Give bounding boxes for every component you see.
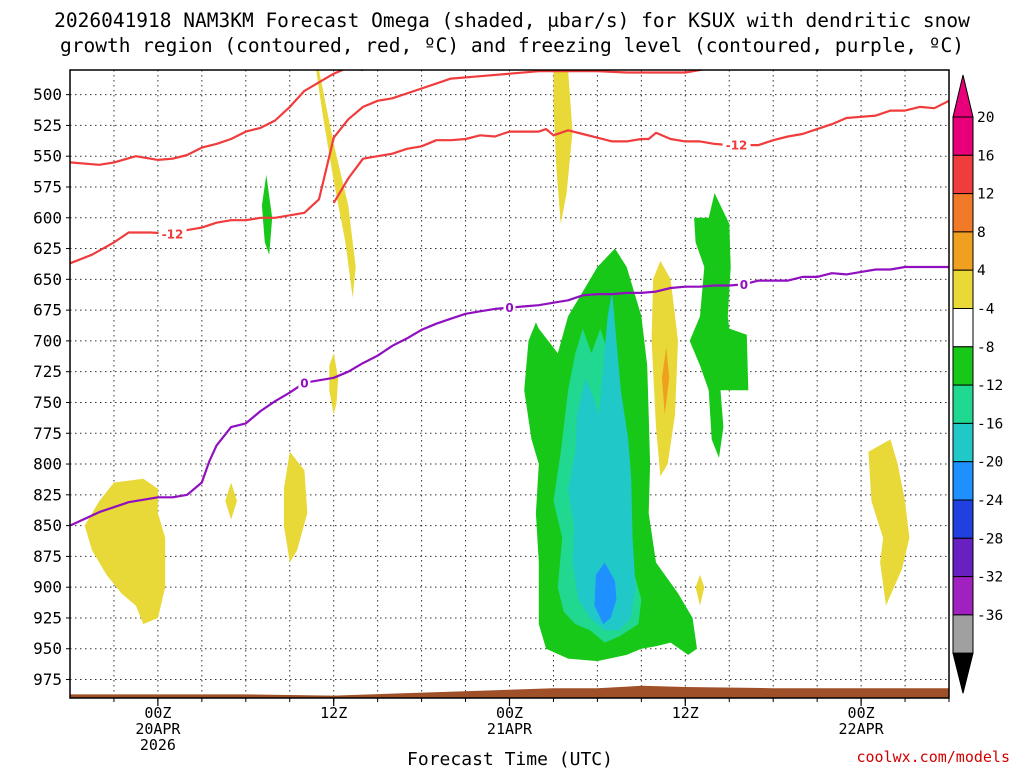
- colorbar-bin: [952, 193, 974, 233]
- omega-region-0: [84, 478, 166, 625]
- y-tick-label: 600: [33, 208, 62, 227]
- omega-region-15: [594, 562, 617, 625]
- freezing-label-0: 0: [300, 376, 308, 390]
- dgz-label-left-bg: [158, 226, 187, 241]
- y-tick-label: 775: [33, 424, 62, 443]
- omega-region-9: [868, 439, 910, 606]
- omega-region-1: [225, 482, 237, 520]
- colorbar-tick-label: 20: [977, 110, 994, 126]
- chart-title-line1: 2026041918 NAM3KM Forecast Omega (shaded…: [54, 9, 970, 32]
- y-tick-label: 975: [33, 670, 62, 689]
- x-tick-label: 12Z: [320, 704, 347, 722]
- x-axis-label: Forecast Time (UTC): [407, 749, 613, 768]
- colorbar-tick-label: -12: [977, 378, 1003, 394]
- y-tick-label: 650: [33, 270, 62, 289]
- colorbar-bin: [952, 269, 974, 310]
- freezing-label-1-bg: [503, 300, 516, 315]
- colorbar-tick-label: 12: [977, 187, 994, 203]
- omega-region-3: [329, 353, 339, 415]
- colorbar-bin: [952, 116, 974, 156]
- x-tick-label: 00Z: [144, 704, 171, 722]
- y-axis: 500 525 550 575 600 625 650 675 700 725 750 775 800 8…: [33, 85, 70, 689]
- omega-region-12: [689, 193, 749, 458]
- freezing-label-2-bg: [737, 277, 750, 292]
- y-tick-label: 575: [33, 177, 62, 196]
- colorbar-tick-label: 16: [977, 148, 994, 164]
- colorbar-tick-label: -16: [977, 416, 1003, 432]
- colorbar-top-arrow: [952, 74, 974, 118]
- dgz-label-right-bg: [722, 138, 751, 153]
- y-tick-label: 925: [33, 608, 62, 627]
- colorbar-tick-label: -32: [977, 570, 1003, 586]
- x-tick-label: 21APR: [487, 720, 533, 738]
- chart-title-line2: growth region (contoured, red, ºC) and f…: [60, 34, 964, 57]
- colorbar-bin: [952, 346, 974, 386]
- contour-labels: -12 -12 0 0 0: [158, 138, 751, 390]
- colorbar-bin: [952, 308, 974, 348]
- colorbar-bottom-arrow: [952, 652, 974, 694]
- freezing-label-2: 0: [740, 278, 748, 292]
- dgz-contour-line-2: [332, 99, 949, 204]
- y-tick-label: 950: [33, 639, 62, 658]
- colorbar-tick-label: -28: [977, 531, 1003, 547]
- colorbar-tick-label: 4: [977, 263, 986, 279]
- dgz-label-left: -12: [162, 227, 184, 241]
- y-tick-label: 550: [33, 147, 62, 166]
- omega-region-8: [695, 574, 705, 606]
- surface-terrain: [70, 685, 949, 698]
- plot-area-background: [70, 70, 949, 698]
- y-tick-label: 700: [33, 331, 62, 350]
- x-tick-label: 22APR: [839, 720, 885, 738]
- y-tick-label: 850: [33, 516, 62, 535]
- colorbar-bin: [952, 537, 974, 578]
- colorbar-tick-label: -8: [977, 340, 994, 356]
- y-tick-label: 800: [33, 455, 62, 474]
- y-tick-label: 500: [33, 85, 62, 104]
- colorbar-bin: [952, 231, 974, 271]
- x-tick-label: 20APR: [135, 720, 181, 738]
- omega-region-5: [553, 70, 573, 224]
- dgz-label-right: -12: [726, 139, 748, 153]
- x-tick-label: 00Z: [848, 704, 875, 722]
- colorbar-bin: [952, 154, 974, 195]
- y-tick-label: 875: [33, 547, 62, 566]
- y-tick-label: 900: [33, 578, 62, 597]
- dgz-contour-line-1: [70, 70, 363, 166]
- colorbar-tick-label: -4: [977, 302, 995, 318]
- colorbar-bin: [952, 576, 974, 616]
- omega-region-4: [316, 70, 356, 298]
- x-tick-label: 2026: [140, 736, 176, 754]
- colorbar-tick-label: -20: [977, 455, 1003, 471]
- freezing-level-line: [70, 265, 949, 527]
- omega-region-7: [661, 347, 670, 415]
- omega-region-14: [568, 291, 636, 631]
- surface-fill: [70, 685, 949, 698]
- colorbar-tick-label: -24: [977, 493, 1003, 509]
- colorbar-bin: [952, 422, 974, 463]
- omega-region-10: [261, 174, 273, 255]
- omega-region-2: [283, 451, 308, 563]
- x-tick-label: 12Z: [672, 704, 699, 722]
- credit-text: coolwx.com/models: [856, 748, 1010, 766]
- x-tick-label: 00Z: [496, 704, 523, 722]
- omega-shading: [84, 70, 910, 662]
- freezing-label-1: 0: [505, 301, 513, 315]
- y-tick-label: 625: [33, 239, 62, 258]
- y-tick-label: 750: [33, 393, 62, 412]
- y-tick-label: 725: [33, 362, 62, 381]
- colorbar-bin: [952, 499, 974, 539]
- colorbar-bin: [952, 384, 974, 424]
- colorbar-tick-label: 8: [977, 225, 986, 241]
- y-tick-label: 525: [33, 116, 62, 135]
- freezing-label-0-bg: [298, 375, 311, 390]
- colorbar-bin: [952, 614, 974, 654]
- colorbar: 20 16 12 8 4 -4 -8 -12 -16 -20 -24 -28 -32 -36: [952, 74, 1003, 694]
- colorbar-tick-label: -36: [977, 608, 1003, 624]
- colorbar-bin: [952, 461, 974, 501]
- y-tick-label: 675: [33, 301, 62, 320]
- y-tick-label: 825: [33, 485, 62, 504]
